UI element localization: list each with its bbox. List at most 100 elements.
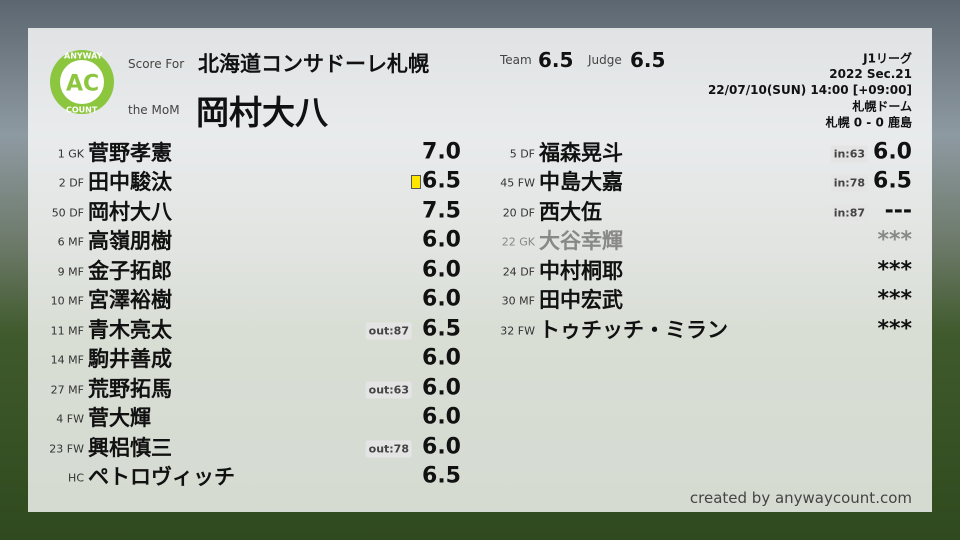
score: 6.0: [422, 375, 461, 401]
position: MF: [68, 324, 84, 338]
number-position: 10 MF: [51, 295, 84, 308]
player-name: 岡村大八: [88, 199, 172, 224]
number-position: 14 MF: [51, 354, 84, 367]
score: 6.0: [422, 404, 461, 430]
number: 5: [509, 147, 521, 161]
position: FW: [517, 324, 535, 338]
number-position: HC: [68, 471, 84, 484]
number-position: 23 FW: [49, 442, 84, 455]
player-name: 福森晃斗: [539, 141, 623, 165]
player-name: ペトロヴィッチ: [88, 464, 235, 489]
score: 6.5: [873, 168, 912, 194]
score: 7.5: [422, 198, 461, 224]
position: DF: [69, 206, 84, 220]
position: MF: [68, 235, 84, 249]
player-name: 駒井善成: [88, 347, 172, 372]
player-name: 中村桐耶: [539, 258, 623, 283]
position: MF: [68, 353, 84, 367]
panel: [28, 28, 932, 512]
match-result: 札幌 0 - 0 鹿島: [825, 115, 912, 130]
team-name: 北海道コンサドーレ札幌: [198, 52, 429, 76]
number-position: 2 DF: [59, 177, 84, 190]
number: 2: [58, 176, 70, 190]
number-position: 22 GK: [502, 236, 535, 249]
number: 14: [50, 353, 69, 367]
team-score: 6.5: [538, 48, 574, 72]
number: 27: [50, 383, 69, 397]
number: 1: [57, 147, 69, 161]
position: MF: [68, 383, 84, 397]
player-name: 金子拓郎: [88, 258, 172, 283]
position: DF: [520, 265, 535, 279]
substitution: out:78: [365, 440, 412, 457]
number-position: 50 DF: [52, 206, 84, 219]
player-name: 中島大嘉: [539, 170, 623, 195]
player-name: 田中駿汰: [88, 170, 172, 195]
judge-score: 6.5: [630, 48, 666, 72]
number: 30: [501, 294, 520, 308]
number: 50: [51, 206, 70, 220]
number: 9: [57, 265, 69, 279]
number: 22: [501, 235, 520, 249]
score: 6.0: [422, 227, 461, 253]
number-position: 27 MF: [51, 383, 84, 396]
score: 7.0: [422, 139, 461, 165]
number: 4: [56, 412, 67, 426]
score: ***: [877, 316, 912, 342]
number-position: 1 GK: [58, 148, 84, 161]
substitution: out:87: [365, 322, 412, 340]
score: ***: [877, 257, 912, 283]
number-position: 4 FW: [56, 413, 84, 426]
number-position: 5 DF: [510, 148, 535, 161]
number: 11: [50, 324, 69, 338]
number: 20: [502, 206, 521, 220]
judge-label: Judge: [588, 53, 622, 67]
position: DF: [520, 206, 535, 220]
player-name: 高嶺朋樹: [88, 229, 172, 254]
substitution: in:63: [830, 145, 868, 163]
substitution: in:87: [830, 204, 868, 222]
number: 32: [500, 324, 518, 338]
logo-bottom: COUNT: [66, 105, 98, 115]
player-name: 菅野孝憲: [88, 141, 172, 165]
position: MF: [68, 294, 84, 308]
score-for-label: Score For: [128, 57, 185, 71]
match-datetime: 22/07/10(SUN) 14:00 [+09:00]: [707, 83, 912, 97]
score: 6.0: [422, 345, 461, 371]
team-label: Team: [500, 53, 532, 67]
logo-top: ANYWAY: [64, 51, 103, 61]
position: GK: [519, 235, 535, 249]
score: 6.5: [422, 463, 461, 489]
position: DF: [69, 176, 84, 190]
number: 6: [57, 235, 69, 249]
player-name: 荒野拓馬: [88, 376, 172, 401]
number: 23: [49, 442, 67, 455]
logo: [50, 50, 114, 114]
position: FW: [66, 442, 84, 455]
number: 45: [500, 176, 518, 190]
number-position: 24 DF: [503, 265, 535, 278]
number-position: 20 DF: [503, 206, 535, 219]
score: 6.5: [422, 316, 461, 342]
match-venue: 札幌ドーム: [852, 99, 912, 114]
mom-label: the MoM: [128, 103, 180, 117]
number-position: 9 MF: [58, 265, 84, 278]
substitution: out:63: [365, 381, 412, 399]
logo-mark: AC: [66, 71, 100, 97]
player-name: 宮澤裕樹: [88, 288, 172, 313]
number-position: 6 MF: [58, 236, 84, 249]
position: DF: [520, 147, 535, 161]
position: HC: [68, 471, 84, 485]
position: MF: [68, 265, 84, 279]
player-name: 菅大輝: [88, 406, 151, 431]
yellow-card: [411, 175, 421, 190]
position: FW: [517, 176, 535, 190]
player-name: 興梠慎三: [88, 435, 172, 460]
position: FW: [66, 412, 84, 426]
number-position: 45 FW: [500, 177, 535, 190]
position: MF: [519, 294, 535, 308]
player-name: 田中宏武: [539, 288, 623, 313]
player-name: 青木亮太: [88, 317, 172, 342]
logo-center: [60, 60, 104, 104]
